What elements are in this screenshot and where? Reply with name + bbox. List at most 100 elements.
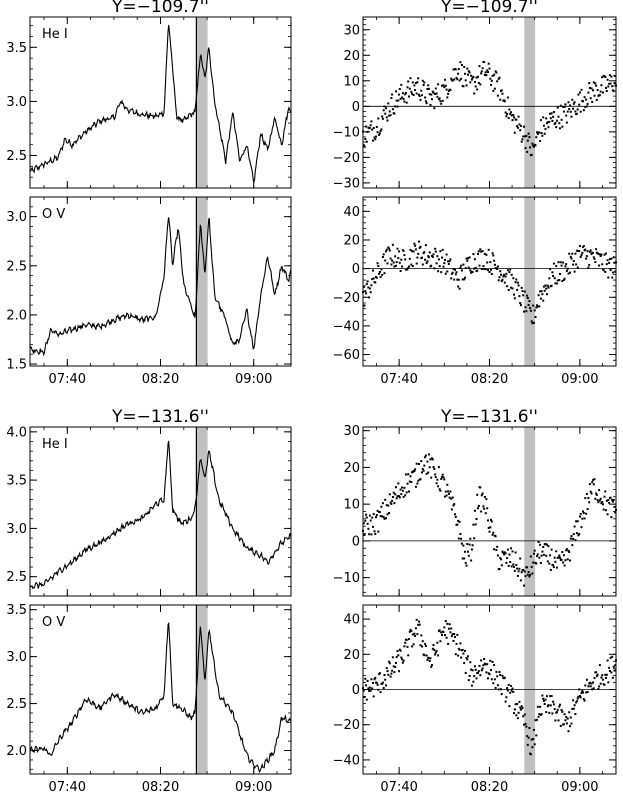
data-point [560, 558, 563, 561]
y-tick-label: 3.0 [6, 650, 27, 665]
data-point [448, 496, 451, 499]
data-point [468, 256, 471, 259]
data-point [463, 557, 466, 560]
data-point [455, 76, 458, 79]
data-point [556, 282, 558, 285]
data-point [466, 658, 469, 661]
data-point [422, 469, 425, 472]
data-point [459, 533, 462, 535]
data-point [563, 277, 566, 280]
data-point [366, 522, 369, 525]
data-point [367, 527, 370, 530]
data-point [493, 259, 496, 262]
data-point [407, 80, 410, 83]
data-point [381, 515, 384, 518]
data-point [456, 633, 459, 636]
data-point [555, 126, 558, 129]
data-point [574, 713, 577, 715]
data-point [390, 502, 393, 505]
data-point [591, 481, 594, 484]
data-point [497, 279, 500, 282]
data-point [486, 69, 489, 72]
data-point [362, 286, 365, 288]
data-point [448, 623, 451, 626]
shaded-band [196, 197, 208, 366]
data-point [388, 493, 391, 496]
data-point [504, 552, 507, 555]
data-point [388, 247, 391, 250]
data-point [480, 659, 483, 662]
data-point [479, 83, 482, 86]
data-point [503, 273, 506, 276]
data-point [606, 78, 609, 81]
data-point [401, 96, 404, 99]
data-point [383, 272, 386, 275]
data-point [519, 304, 522, 307]
data-point [572, 707, 575, 710]
data-point [380, 128, 383, 131]
data-point [502, 275, 505, 278]
data-point [363, 304, 366, 307]
data-point [457, 519, 460, 522]
data-point [533, 743, 536, 746]
data-point [447, 263, 450, 265]
data-point [381, 682, 384, 685]
data-point [403, 486, 406, 489]
y-tick-label: −10 [333, 571, 360, 586]
data-point [493, 664, 496, 666]
data-point [393, 671, 396, 674]
panel-6: 07:40 08:20 09:00 2.0 2.5 3.0 3.5 O V [6, 603, 292, 795]
data-point [398, 250, 400, 253]
data-point [593, 257, 596, 260]
data-point [404, 641, 407, 644]
data-point [412, 94, 415, 96]
data-point [569, 255, 572, 258]
data-point [403, 100, 406, 103]
data-point [602, 269, 605, 272]
panel-5: 2.5 3.0 3.5 4.0 He I Y=−131.6'' [6, 407, 292, 597]
panel-label: O V [42, 615, 65, 630]
data-point [546, 293, 548, 296]
data-point [538, 713, 541, 716]
y-tick-label: 3.0 [6, 95, 27, 110]
data-point [435, 482, 438, 485]
data-point [490, 273, 493, 275]
data-point [416, 256, 419, 259]
data-point [552, 111, 555, 113]
data-point [583, 517, 586, 520]
data-point [370, 678, 373, 681]
data-point [605, 499, 608, 502]
data-point [460, 264, 463, 267]
data-point [544, 698, 547, 701]
data-point [410, 629, 413, 632]
data-point [473, 258, 476, 261]
data-point [376, 509, 379, 512]
data-point [542, 299, 545, 302]
data-point [431, 90, 434, 93]
data-point [503, 553, 506, 556]
data-point [613, 505, 616, 508]
data-point [365, 125, 368, 128]
data-point [528, 300, 531, 303]
data-point [451, 271, 454, 274]
data-point [583, 96, 586, 99]
data-point [379, 515, 382, 518]
data-point [437, 258, 440, 261]
data-point [363, 145, 366, 148]
data-point [550, 695, 553, 698]
data-point [451, 496, 454, 499]
data-point [500, 89, 503, 92]
data-point [518, 567, 521, 570]
data-point [389, 675, 392, 678]
data-point [572, 533, 575, 536]
data-point [381, 273, 384, 276]
data-point [522, 294, 525, 297]
data-point [438, 629, 441, 632]
data-point [558, 122, 561, 125]
shaded-band [196, 427, 208, 596]
data-point [437, 466, 440, 469]
data-point [510, 111, 512, 114]
data-point [542, 699, 545, 702]
data-point [486, 261, 489, 264]
data-point [602, 678, 604, 681]
